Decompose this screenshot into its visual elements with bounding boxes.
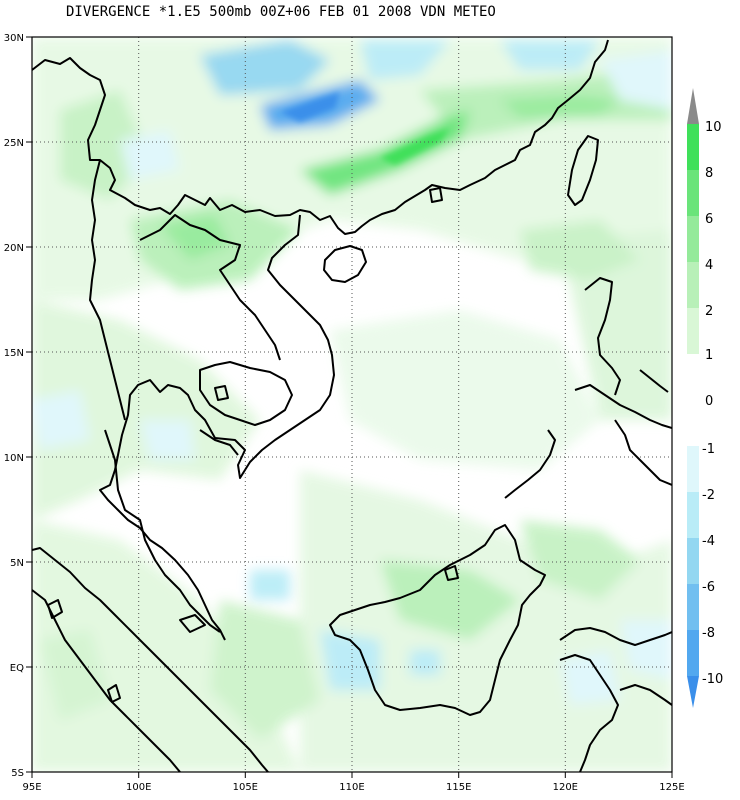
colorbar-swatch [687, 492, 699, 538]
colorbar-label: 1 [705, 348, 713, 363]
y-tick-label: 5N [10, 558, 24, 569]
colorbar-swatch [687, 584, 699, 630]
colorbar-label: 0 [705, 394, 713, 409]
y-tick-label: 30N [4, 33, 24, 44]
colorbar-arrow-bottom [687, 676, 699, 708]
colorbar-label: -8 [702, 626, 715, 641]
colorbar-label: -4 [702, 534, 715, 549]
colorbar-swatch [687, 538, 699, 584]
axis-ticks [26, 36, 673, 778]
colorbar-swatch [687, 216, 699, 262]
colorbar-label: -6 [702, 580, 715, 595]
coastlines [32, 39, 672, 772]
map-title: DIVERGENCE *1.E5 500mb 00Z+06 FEB 01 200… [66, 4, 496, 20]
colorbar-arrow-top [687, 88, 699, 124]
colorbar-swatch [687, 170, 699, 216]
y-tick-label: 20N [4, 243, 24, 254]
y-tick-label: 5S [11, 768, 24, 779]
colorbar-swatch [687, 630, 699, 676]
colorbar-swatch [687, 354, 699, 400]
y-tick-label: 25N [4, 138, 24, 149]
divergence-field [32, 37, 672, 772]
colorbar-label: 8 [705, 166, 713, 181]
y-tick-label: 15N [4, 348, 24, 359]
x-tick-label: 115E [446, 782, 471, 793]
x-tick-label: 105E [233, 782, 258, 793]
x-axis-labels: 95E 100E 105E 110E 115E 120E 125E [22, 782, 684, 793]
colorbar-label: 2 [705, 304, 713, 319]
colorbar-swatch [687, 308, 699, 354]
colorbar-label: 4 [705, 258, 713, 273]
colorbar-swatch [687, 124, 699, 170]
y-axis-labels: 30N 25N 20N 15N 10N 5N EQ 5S [4, 33, 24, 779]
colorbar-label: -10 [702, 672, 723, 687]
y-tick-label: 10N [4, 453, 24, 464]
x-tick-label: 125E [659, 782, 684, 793]
colorbar: 10 8 6 4 2 1 0 -1 -2 -4 -6 -8 -10 [687, 88, 723, 708]
x-tick-label: 100E [126, 782, 151, 793]
colorbar-swatch [687, 446, 699, 492]
colorbar-swatch [687, 262, 699, 308]
colorbar-label: -2 [702, 488, 715, 503]
colorbar-label: 10 [705, 120, 722, 135]
colorbar-label: 6 [705, 212, 713, 227]
x-tick-label: 110E [339, 782, 364, 793]
colorbar-label: -1 [702, 442, 715, 457]
y-tick-label: EQ [10, 663, 24, 674]
x-tick-label: 95E [22, 782, 41, 793]
x-tick-label: 120E [553, 782, 578, 793]
